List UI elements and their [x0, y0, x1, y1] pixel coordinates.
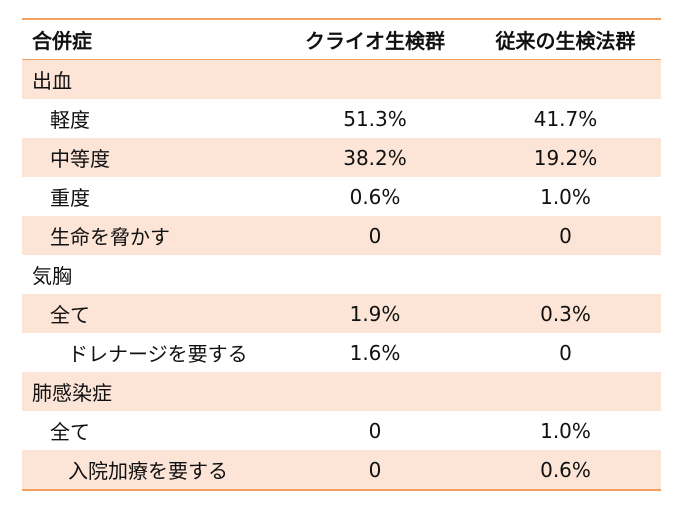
table-row: ドレナージを要する 1.6% 0: [22, 333, 661, 372]
row-label: 生命を脅かす: [50, 225, 170, 249]
conventional-value: 0.6%: [540, 457, 591, 482]
cryobiopsy-value: 51.3%: [343, 106, 407, 131]
cryobiopsy-value: 0: [368, 223, 382, 248]
conventional-value: 19.2%: [533, 145, 598, 170]
table-body: 出血軽度 51.3% 41.7% 中等度 38.2% 19.2% 重度 0.6% 1.0% 生命を…: [22, 60, 661, 489]
table-row: 全て 0 1.0%: [22, 411, 661, 450]
table-header-row: 合併症 クライオ生検群 従来の生検法群: [22, 20, 661, 60]
complications-table: 合併症 クライオ生検群 従来の生検法群 出血軽度 51.3% 41.7% 中等度 38.…: [22, 18, 661, 491]
conventional-value: 1.0%: [540, 184, 591, 209]
cryobiopsy-value: 1.6%: [349, 340, 401, 365]
table-row: 気胸: [22, 255, 661, 294]
header-complication: 合併症: [32, 29, 92, 53]
row-label: 軽度: [50, 108, 90, 132]
header-conventional-biopsy-group: 従来の生検法群: [495, 29, 636, 53]
row-label: 中等度: [50, 147, 110, 171]
row-label: 出血: [32, 69, 72, 93]
cryobiopsy-value: 0: [368, 418, 382, 443]
row-label: 肺感染症: [32, 381, 112, 405]
conventional-value: 1.0%: [540, 418, 591, 443]
table-row: 重度 0.6% 1.0%: [22, 177, 661, 216]
row-label: 気胸: [32, 264, 72, 288]
conventional-value: 0: [559, 223, 572, 248]
table-row: 入院加療を要する 0 0.6%: [22, 450, 661, 489]
cryobiopsy-value: 0: [368, 457, 382, 482]
row-label: ドレナージを要する: [68, 342, 248, 366]
table-row: 中等度 38.2% 19.2%: [22, 138, 661, 177]
cryobiopsy-value: 0.6%: [349, 184, 401, 209]
conventional-value: 41.7%: [533, 106, 598, 131]
row-label: 全て: [50, 303, 90, 327]
table-row: 生命を脅かす 0 0: [22, 216, 661, 255]
table-row: 軽度 51.3% 41.7%: [22, 99, 661, 138]
header-cryobiopsy-group: クライオ生検群: [305, 29, 445, 53]
row-label: 全て: [50, 420, 90, 444]
table-row: 全て 1.9% 0.3%: [22, 294, 661, 333]
conventional-value: 0: [559, 340, 572, 365]
row-label: 入院加療を要する: [68, 459, 228, 483]
conventional-value: 0.3%: [540, 301, 591, 326]
table-row: 肺感染症: [22, 372, 661, 411]
table-row: 出血: [22, 60, 661, 99]
cryobiopsy-value: 38.2%: [343, 145, 407, 170]
cryobiopsy-value: 1.9%: [349, 301, 401, 326]
row-label: 重度: [50, 186, 90, 210]
